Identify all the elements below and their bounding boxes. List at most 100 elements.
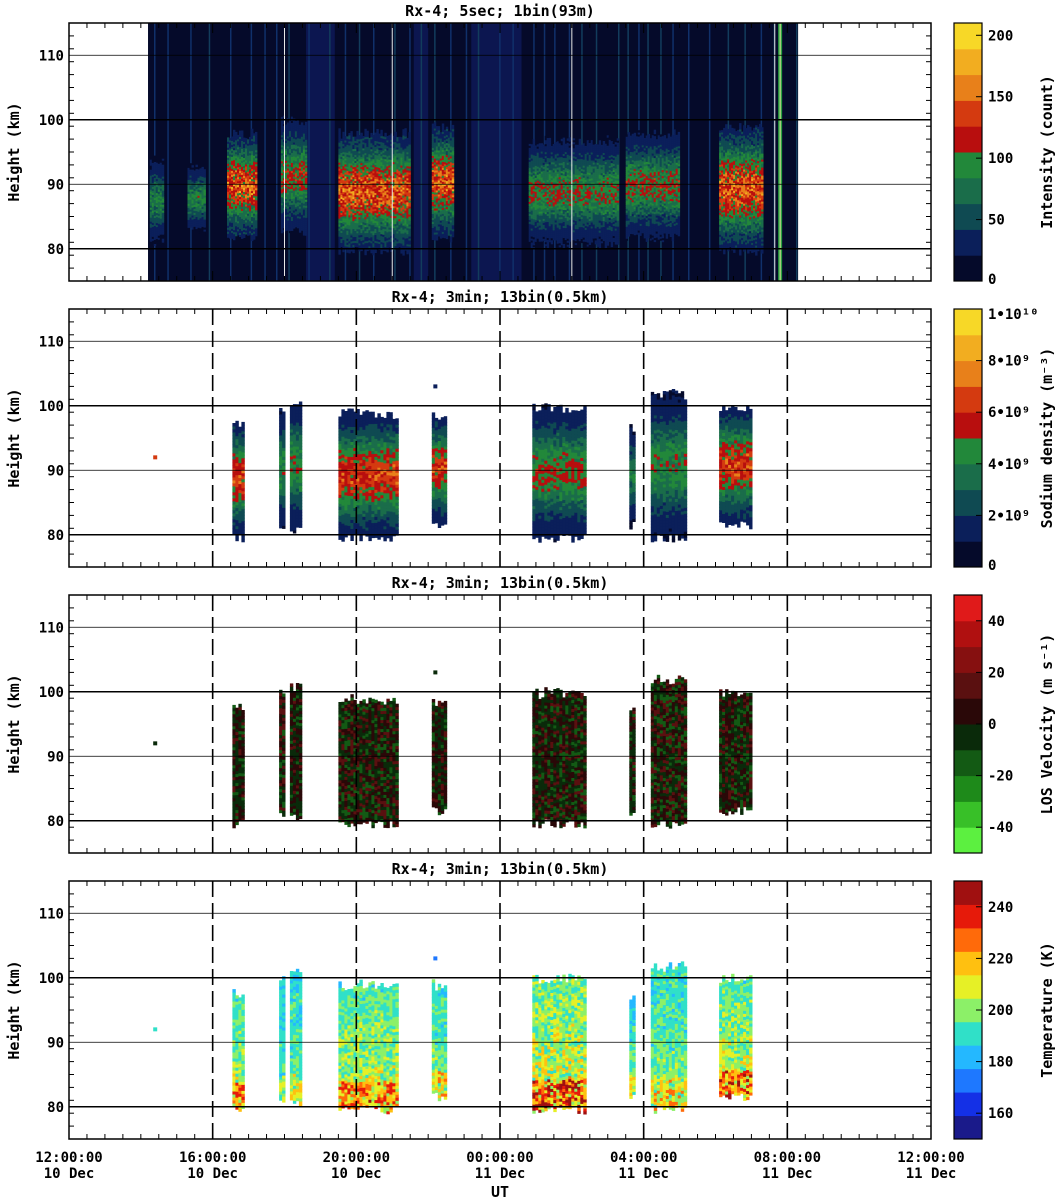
cell xyxy=(300,228,304,231)
cell xyxy=(231,160,234,163)
cell xyxy=(433,132,437,135)
cell xyxy=(356,244,359,248)
cell xyxy=(227,197,230,200)
cell xyxy=(370,148,373,152)
cell xyxy=(348,227,351,230)
cell xyxy=(255,143,258,147)
cell xyxy=(245,158,248,161)
cell xyxy=(292,170,296,173)
cell xyxy=(199,167,202,171)
cell xyxy=(439,218,443,221)
cell xyxy=(251,198,254,202)
cell xyxy=(243,219,246,222)
cell xyxy=(239,212,242,215)
cell xyxy=(390,241,393,244)
noise-stripe xyxy=(154,23,156,281)
cell xyxy=(364,226,367,230)
cell xyxy=(447,201,451,204)
cell xyxy=(189,165,192,168)
cell xyxy=(360,230,363,234)
cell xyxy=(354,208,357,211)
cell xyxy=(284,144,288,147)
cell xyxy=(193,194,196,197)
cell xyxy=(362,202,365,205)
cell xyxy=(340,168,343,171)
cell xyxy=(354,238,357,241)
cell xyxy=(288,120,292,124)
cell xyxy=(161,244,165,247)
cell xyxy=(149,167,153,170)
cell xyxy=(433,228,437,231)
cell xyxy=(441,205,445,208)
cell xyxy=(294,176,298,180)
cell xyxy=(239,190,242,193)
cell xyxy=(352,188,355,192)
cell xyxy=(229,190,232,193)
cell xyxy=(433,206,437,209)
cell xyxy=(191,209,194,212)
cell xyxy=(227,173,230,176)
cell xyxy=(255,169,258,173)
cell xyxy=(449,168,453,171)
cell xyxy=(201,228,204,231)
cell xyxy=(153,191,157,194)
cell xyxy=(203,197,206,200)
cell xyxy=(372,232,375,236)
cell xyxy=(197,207,200,210)
noise-stripe xyxy=(477,23,480,281)
cell xyxy=(386,142,389,145)
cell xyxy=(241,156,244,159)
cell xyxy=(298,144,302,147)
cell xyxy=(247,187,250,190)
cell xyxy=(302,159,306,162)
cell xyxy=(294,178,298,182)
cell xyxy=(237,188,240,192)
cell xyxy=(366,140,369,144)
cell xyxy=(532,228,536,232)
cell xyxy=(376,213,379,216)
cell xyxy=(249,160,252,164)
cell xyxy=(398,238,401,242)
cell xyxy=(398,140,401,144)
cell xyxy=(195,220,198,224)
cell xyxy=(384,188,387,192)
cell xyxy=(159,160,163,163)
cell xyxy=(344,184,347,187)
cell xyxy=(280,132,284,136)
cell xyxy=(280,220,284,224)
cell xyxy=(294,202,298,206)
cell xyxy=(189,217,192,220)
cell xyxy=(157,243,161,246)
cell xyxy=(437,134,441,137)
data-column xyxy=(187,163,206,236)
cell xyxy=(288,214,292,218)
cell xyxy=(447,135,451,138)
cell xyxy=(346,154,349,157)
cell xyxy=(255,153,258,157)
cell xyxy=(380,201,383,205)
cell xyxy=(292,122,296,125)
cell xyxy=(451,200,455,204)
cell xyxy=(350,169,353,172)
cell xyxy=(374,150,377,153)
cell xyxy=(382,146,385,149)
cell xyxy=(191,189,194,192)
cell xyxy=(431,207,435,210)
cell xyxy=(354,236,357,239)
cell xyxy=(338,136,341,139)
cell xyxy=(233,129,236,133)
cell xyxy=(530,238,534,241)
cell xyxy=(358,187,361,190)
cell xyxy=(376,217,379,220)
cell xyxy=(445,168,449,172)
cell xyxy=(404,162,407,165)
cell xyxy=(360,212,363,216)
cell xyxy=(346,194,349,197)
cell xyxy=(374,224,377,227)
cell xyxy=(157,165,161,168)
cell xyxy=(193,210,196,213)
cell xyxy=(408,214,411,217)
cell xyxy=(386,144,389,147)
cell xyxy=(251,152,254,156)
cell xyxy=(284,178,288,181)
